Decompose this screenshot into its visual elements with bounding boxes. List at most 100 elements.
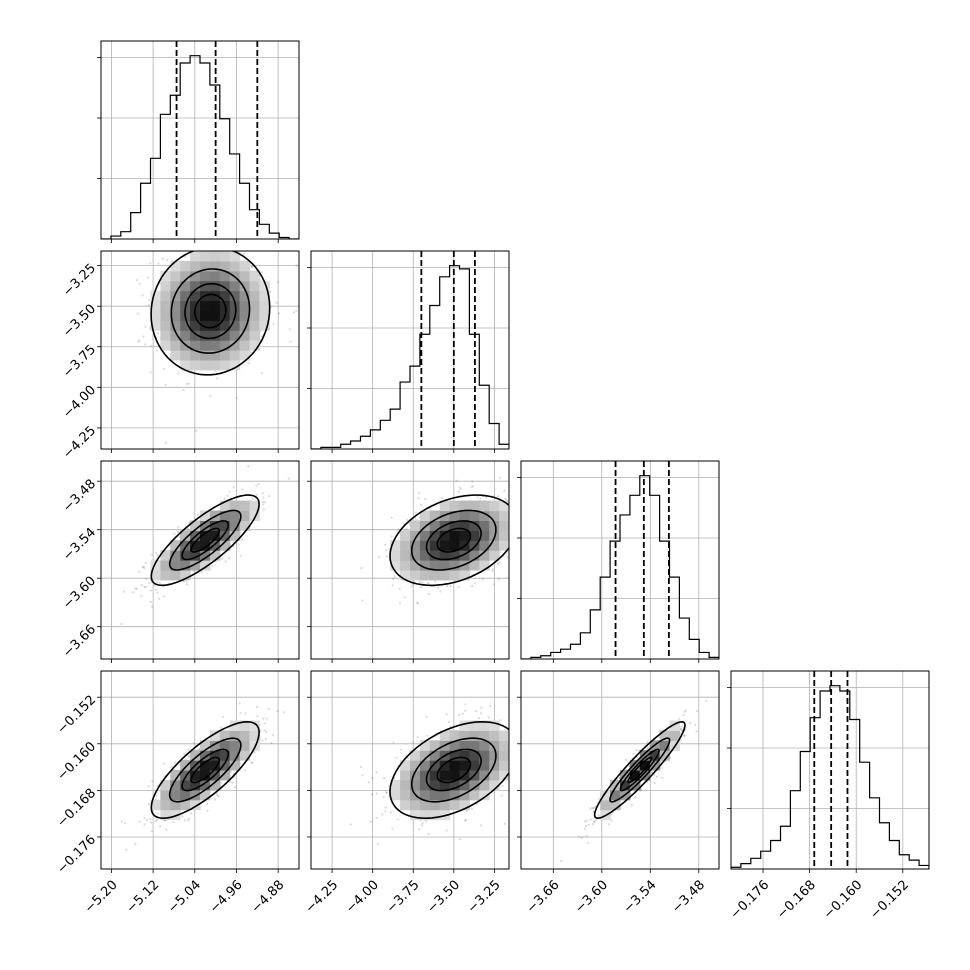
density-cell bbox=[429, 770, 441, 781]
contour-line bbox=[619, 748, 660, 792]
scatter-point bbox=[597, 814, 601, 817]
density-cell bbox=[160, 550, 171, 561]
density-cell bbox=[459, 779, 470, 791]
density-cell bbox=[239, 290, 251, 302]
density-cell bbox=[649, 750, 661, 761]
density-cell bbox=[219, 350, 231, 361]
density-cell bbox=[479, 720, 490, 731]
scatter-point bbox=[229, 770, 232, 773]
density-panel-2-1 bbox=[307, 460, 543, 663]
scatter-point bbox=[259, 730, 262, 733]
density-cell bbox=[499, 500, 509, 512]
scatter-point bbox=[434, 580, 437, 583]
scatter-point bbox=[646, 746, 649, 749]
density-cell bbox=[479, 760, 490, 771]
scatter-point bbox=[683, 734, 686, 737]
scatter-point bbox=[156, 581, 159, 584]
scatter-point bbox=[514, 523, 516, 525]
scatter-point bbox=[250, 265, 253, 268]
scatter-point bbox=[170, 765, 173, 768]
scatter-point bbox=[228, 490, 231, 493]
density-cell bbox=[249, 320, 260, 331]
panel-frame bbox=[100, 250, 300, 450]
scatter-point bbox=[412, 583, 415, 586]
density-cell bbox=[429, 550, 441, 561]
density-cell bbox=[479, 510, 490, 521]
scatter-point bbox=[597, 797, 601, 800]
density-cell bbox=[170, 260, 181, 272]
density-cell bbox=[219, 540, 231, 551]
scatter-point bbox=[419, 580, 422, 584]
density-cell bbox=[419, 809, 431, 821]
contour-line bbox=[190, 527, 221, 553]
scatter-point bbox=[593, 806, 596, 809]
density-cell bbox=[160, 310, 171, 321]
scatter-point bbox=[155, 588, 158, 591]
tick-label-x: −3.25 bbox=[465, 878, 504, 917]
scatter-point bbox=[249, 351, 252, 354]
density-cell bbox=[400, 799, 411, 811]
density-cell bbox=[469, 740, 480, 751]
density-cell bbox=[419, 550, 431, 561]
scatter-point bbox=[472, 485, 475, 488]
density-cell bbox=[170, 799, 181, 811]
density-cell bbox=[419, 770, 431, 781]
density-cell bbox=[180, 799, 191, 811]
density-cell bbox=[200, 300, 211, 311]
panel-frame bbox=[520, 670, 720, 870]
scatter-point bbox=[593, 820, 596, 823]
scatter-point bbox=[421, 581, 424, 585]
scatter-point bbox=[142, 335, 145, 338]
density-cell bbox=[190, 540, 201, 551]
density-cell bbox=[429, 799, 441, 811]
scatter-point bbox=[158, 597, 161, 600]
scatter-point bbox=[150, 344, 153, 347]
density-cell bbox=[439, 550, 451, 561]
contour-line bbox=[184, 282, 237, 340]
density-cell bbox=[429, 569, 441, 581]
density-cell bbox=[190, 779, 201, 791]
scatter-point bbox=[541, 519, 543, 521]
histogram-step bbox=[731, 685, 929, 869]
scatter-point bbox=[242, 253, 245, 256]
scatter-point bbox=[232, 486, 235, 489]
density-cell bbox=[200, 270, 211, 282]
density-cell bbox=[259, 290, 270, 302]
density-cell bbox=[489, 750, 500, 761]
density-cell bbox=[459, 520, 470, 531]
density-cell bbox=[239, 330, 251, 341]
density-cell bbox=[659, 750, 671, 761]
density-cell bbox=[629, 760, 641, 771]
density-cell bbox=[180, 290, 191, 302]
density-cell bbox=[229, 340, 241, 351]
density-cell bbox=[229, 720, 241, 731]
scatter-point bbox=[267, 707, 270, 711]
tick-label-x: −0.160 bbox=[821, 878, 866, 923]
scatter-point bbox=[403, 596, 406, 599]
density-cell bbox=[499, 730, 509, 741]
scatter-point bbox=[163, 762, 166, 765]
density-cell bbox=[259, 300, 270, 311]
scatter-point bbox=[417, 497, 420, 500]
tick-label-x: −3.66 bbox=[524, 878, 563, 917]
scatter-point bbox=[231, 781, 234, 784]
density-cell bbox=[449, 760, 461, 771]
scatter-point bbox=[661, 766, 664, 770]
density-cell bbox=[170, 569, 181, 581]
scatter-point bbox=[437, 586, 440, 589]
density-cell bbox=[390, 560, 401, 571]
panel-frame bbox=[730, 670, 930, 870]
scatter-point bbox=[514, 503, 516, 505]
density-cell bbox=[180, 560, 191, 571]
density-cell bbox=[239, 270, 251, 282]
scatter-point bbox=[255, 484, 258, 487]
scatter-point bbox=[144, 561, 147, 564]
density-cell bbox=[249, 290, 260, 302]
density-cell bbox=[170, 809, 181, 821]
scatter-point bbox=[253, 751, 256, 754]
density-cell bbox=[410, 540, 421, 551]
density-cell bbox=[180, 770, 191, 781]
scatter-point bbox=[499, 476, 502, 479]
scatter-point bbox=[370, 793, 373, 796]
scatter-point bbox=[138, 820, 141, 823]
